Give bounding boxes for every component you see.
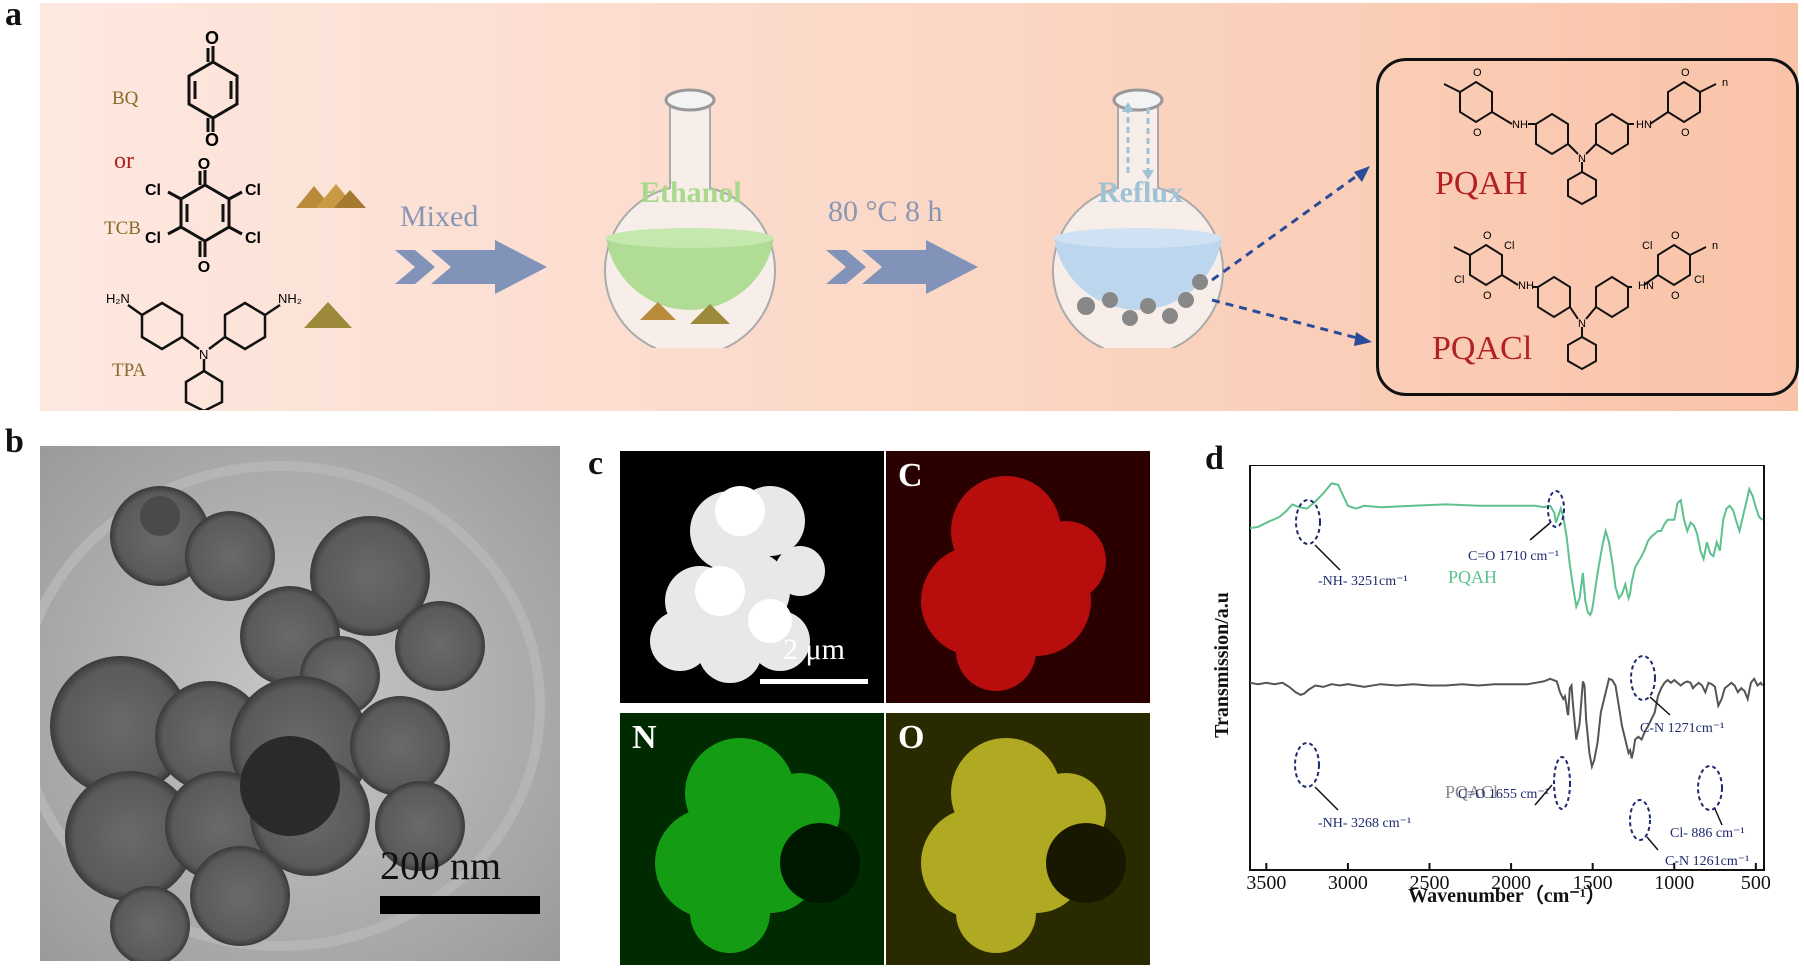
step-label-mixed: Mixed [400,200,479,233]
eds-map-carbon: C [886,451,1150,703]
powder-pile-icon [296,184,366,208]
product-label-pqacl: PQACl [1432,330,1533,367]
svg-text:Cl: Cl [1454,274,1464,286]
svg-text:NH: NH [1518,280,1534,292]
pqah-structure: O O O O NH HN Nn [1443,67,1728,206]
eds-label-c: C [898,457,923,494]
svg-text:O: O [1681,67,1690,79]
svg-text:O: O [205,28,219,48]
tem-image: 200 nm [40,446,560,961]
svg-text:O: O [1671,290,1680,302]
svg-text:Cl: Cl [145,230,161,247]
reagent-label-tcb: TCB [104,218,141,239]
series-label-pqah: PQAH [1448,567,1497,587]
powder-pile-icon [304,302,352,328]
svg-text:O: O [1473,67,1482,79]
svg-text:N: N [1578,153,1586,165]
svg-text:NH: NH [1512,119,1528,131]
svg-text:O: O [1473,127,1482,139]
panel-label-d: d [1205,440,1224,477]
svg-text:O: O [1483,290,1492,302]
svg-text:H₂N: H₂N [106,291,130,306]
step-label-condition: 80 °C 8 h [828,195,943,228]
x-tick-label: 3000 [1328,872,1368,894]
x-tick-label: 3500 [1246,872,1286,894]
ftir-chart: 3500 3000 2500 2000 1500 1000 500 Transmission… [1211,465,1770,905]
svg-text:O: O [198,259,210,276]
svg-text:N: N [1578,318,1586,330]
svg-text:N: N [199,347,208,362]
annot-pqacl-co: C=O 1655 cm⁻¹ [1458,787,1549,802]
annot-pqah-cn: C-N 1271cm⁻¹ [1640,721,1724,736]
annot-pqah-co: C=O 1710 cm⁻¹ [1468,549,1559,564]
ftir-plot-frame [1249,465,1765,871]
eds-label-o: O [898,719,925,756]
product-box [1376,58,1799,396]
tcb-structure: O O Cl Cl Cl Cl [145,156,261,276]
annot-pqah-nh: -NH- 3251cm⁻¹ [1318,574,1408,589]
svg-text:O: O [1483,230,1492,242]
eds-map-nitrogen: N [620,713,884,965]
ftir-ylabel: Transmission/a.u [1211,592,1233,738]
flask-ethanol-icon [604,88,776,348]
annot-pqacl-nh: -NH- 3268 cm⁻¹ [1318,816,1411,831]
eds-map-oxygen: O [886,713,1150,965]
svg-text:Cl: Cl [1642,240,1652,252]
panel-label-b: b [5,423,24,460]
svg-text:HN: HN [1638,280,1654,292]
svg-text:HN: HN [1636,119,1652,131]
x-tick-label: 1500 [1573,872,1613,894]
svg-text:Cl: Cl [1694,274,1704,286]
panel-label-a: a [5,0,22,33]
pqacl-structure: O O O O Cl Cl Cl Cl NH HN Nn [1453,230,1718,371]
double-chevron-arrow-icon [395,240,547,294]
svg-text:O: O [198,156,210,173]
bq-structure: O O [187,28,239,146]
tpa-structure: H₂N NH₂ N [106,291,302,410]
annot-pqacl-ccl: Cl- 886 cm⁻¹ [1670,826,1745,841]
tem-scale-label: 200 nm [380,843,502,888]
svg-text:NH₂: NH₂ [278,291,302,306]
series-line-pqah [1249,482,1764,617]
or-text: or [114,148,134,174]
flask-label-ethanol: Ethanol [640,176,742,209]
reagent-label-bq: BQ [112,88,139,109]
svg-text:O: O [1671,230,1680,242]
flask-label-reflux: Reflux [1098,176,1183,209]
x-tick-label: 500 [1741,872,1770,894]
x-tick-label: 2500 [1409,872,1449,894]
svg-text:n: n [1722,77,1728,89]
double-chevron-arrow-icon [826,240,978,294]
product-label-pqah: PQAH [1435,165,1528,202]
svg-text:n: n [1712,240,1718,252]
svg-text:O: O [205,130,219,146]
svg-text:Cl: Cl [1504,240,1514,252]
eds-label-n: N [632,719,657,756]
x-tick-label: 1000 [1654,872,1694,894]
panel-label-c: c [588,445,604,482]
series-line-pqacl [1249,676,1764,771]
ftir-xlabel: Wavenumber（cm⁻¹） [1408,884,1606,905]
reagent-label-tpa: TPA [112,360,147,381]
eds-haadf-image: 2 μm [620,451,884,703]
svg-text:Cl: Cl [245,182,261,199]
flask-reflux-icon [1052,88,1224,348]
series-label-pqacl: PQACl [1445,782,1498,802]
svg-text:Cl: Cl [145,182,161,199]
annot-pqacl-cn: C-N 1261cm⁻¹ [1665,854,1749,869]
x-tick-label: 2000 [1491,872,1531,894]
svg-text:Cl: Cl [245,230,261,247]
svg-text:O: O [1681,127,1690,139]
dashed-arrows [1211,166,1372,346]
eds-scale-label: 2 μm [783,633,845,666]
